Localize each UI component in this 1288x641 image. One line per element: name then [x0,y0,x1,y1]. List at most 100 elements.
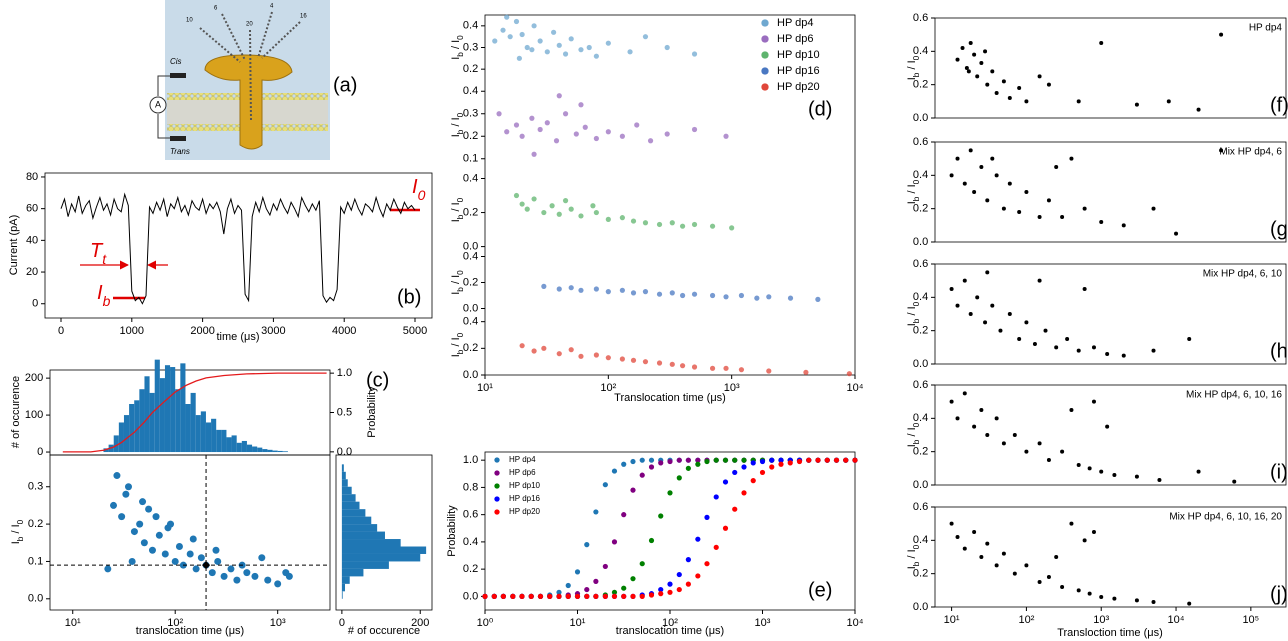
axes-frame [49,454,331,611]
y-tick-label: 0.4 [913,534,928,546]
data-point [691,291,698,297]
data-point [189,535,197,543]
data-point [979,61,984,65]
histogram-bar [252,446,258,453]
data-point [519,133,525,139]
data-point [806,457,812,463]
data-point [769,464,775,470]
data-point [972,424,977,429]
data-point [519,343,525,349]
histogram-bar [341,591,343,599]
x-axis-label: Translocation time (μs) [614,392,726,404]
subscript: b [456,287,465,292]
panel-label: (h) [1270,340,1288,362]
data-point [843,457,849,463]
y-axis-label: Ib / I0 [906,544,921,569]
data-point [565,593,571,599]
data-point [691,364,698,370]
data-point [766,368,772,374]
data-point [197,554,205,562]
data-point [658,591,664,597]
x-tick-label: 10² [600,382,616,394]
data-point [519,31,525,38]
data-point [787,460,793,466]
data-point [574,593,581,599]
data-point [1091,399,1096,404]
data-point [568,285,574,291]
axes-frame [934,384,1287,486]
y-tick-label: 0.2 [463,276,478,288]
x-tick-label: 10⁴ [847,617,864,629]
data-point [955,156,960,161]
data-point [611,593,618,599]
subscript: b [912,72,921,77]
y-tick-label: 1.0 [337,367,352,379]
subscript: b [456,214,465,219]
data-point [709,223,716,229]
data-point [985,270,990,275]
data-point [630,290,637,296]
data-point [642,359,649,365]
data-point [1121,223,1126,228]
data-point [639,561,645,567]
data-point [113,472,121,480]
y-axis-label: Ib / I0 [450,112,465,137]
data-point [531,151,537,157]
histogram-bar [341,471,346,480]
data-point [519,201,525,207]
data-point [766,294,772,300]
panel-title: Mix HP dp4, 6, 10 [1203,269,1283,280]
data-point [152,513,160,521]
data-point [975,295,980,300]
y-tick-label: 0 [37,446,43,458]
data-point [949,287,954,291]
data-point [1037,580,1042,584]
data-point [602,563,608,570]
data-point [962,391,967,396]
data-point [709,365,716,371]
y-tick-label: 0.3 [28,481,43,493]
data-point [549,203,555,209]
histogram-bar [341,464,344,472]
y-tick-label: 0.6 [913,501,928,513]
label-part: / I [10,524,22,536]
data-point [529,115,535,121]
data-point [1017,337,1022,341]
histogram-bar [341,509,366,517]
data-point [537,126,543,133]
data-point [972,190,977,194]
label-part: I [450,219,462,222]
data-point [1007,96,1012,100]
data-point [778,457,784,463]
data-point [556,211,562,217]
data-point [1024,320,1029,325]
data-point [1082,538,1087,543]
axes-frame [335,454,433,611]
data-point [161,550,169,558]
histogram-bar [341,494,356,502]
histogram-bar [341,539,401,547]
data-point [713,457,719,463]
data-point [122,490,130,498]
data-point [994,91,999,95]
data-point [593,209,599,216]
subscript: t [102,251,107,267]
data-point [593,509,599,515]
data-point [695,461,701,467]
histogram-bar [226,437,232,453]
data-point [573,131,579,137]
data-point [582,124,588,130]
ammeter-label: A [155,99,161,109]
data-point [685,465,691,471]
legend-label: HP dp4 [777,17,814,29]
y-tick-label: 0.2 [913,446,928,458]
histogram-bar [185,404,191,453]
data-point [1076,99,1081,104]
histogram-bar [341,583,346,592]
data-point [531,348,537,354]
x-tick-label: 10¹ [570,617,586,629]
y-tick-label: 0.6 [913,379,928,391]
subscript: 0 [912,55,921,60]
histogram-bar [282,451,288,453]
data-point [243,569,251,577]
